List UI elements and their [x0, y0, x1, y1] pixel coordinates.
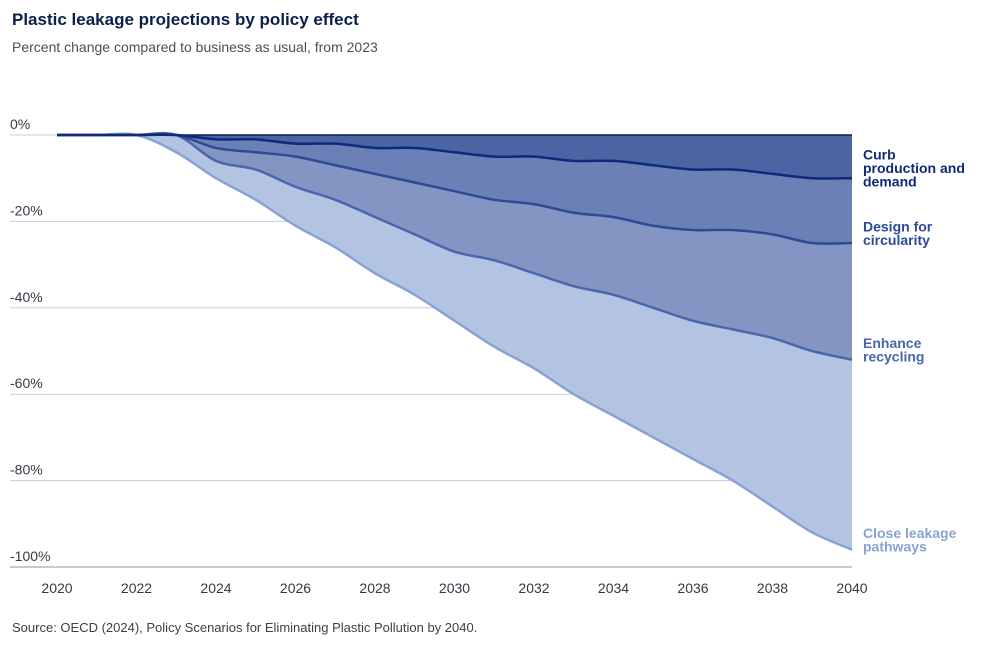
source-note: Source: OECD (2024), Policy Scenarios fo…: [12, 620, 478, 635]
y-axis: 0% -20% -40% -60% -80% -100%: [10, 116, 50, 564]
y-tick-label: -80%: [10, 462, 43, 478]
series-label: Design for circularity: [863, 218, 933, 248]
series-line: [57, 131, 853, 361]
x-tick-label: 2030: [439, 580, 470, 596]
x-tick-label: 2034: [598, 580, 629, 596]
series-label: Close leakage pathways: [863, 525, 957, 555]
x-tick-label: 2026: [280, 580, 311, 596]
y-tick-label: -100%: [10, 548, 50, 564]
y-tick-label: -60%: [10, 375, 43, 391]
chart-title: Plastic leakage projections by policy ef…: [12, 10, 359, 29]
x-tick-label: 2020: [41, 580, 72, 596]
x-tick-label: 2028: [359, 580, 390, 596]
series-label: Enhance recycling: [863, 335, 924, 365]
area-band: [57, 134, 852, 179]
series-labels: Curb production and demand Design for circul…: [863, 147, 965, 555]
series-areas: [57, 133, 852, 550]
y-tick-label: -20%: [10, 202, 43, 218]
x-tick-label: 2032: [518, 580, 549, 596]
y-tick-label: 0%: [10, 116, 30, 132]
x-tick-label: 2040: [836, 580, 867, 596]
y-tick-label: -40%: [10, 289, 43, 305]
series-label: Curb production and demand: [863, 147, 965, 190]
x-tick-label: 2022: [121, 580, 152, 596]
series-line: [57, 133, 853, 180]
series-lines: [57, 131, 853, 551]
series-line: [57, 132, 853, 245]
x-tick-label: 2038: [757, 580, 788, 596]
chart-subtitle: Percent change compared to business as u…: [12, 39, 378, 55]
x-tick-label: 2024: [200, 580, 231, 596]
x-tick-label: 2036: [677, 580, 708, 596]
x-axis: 2020 2022 2024 2026 2028 2030 2032 2034 2036 2038…: [41, 580, 867, 596]
series-line: [57, 132, 853, 551]
